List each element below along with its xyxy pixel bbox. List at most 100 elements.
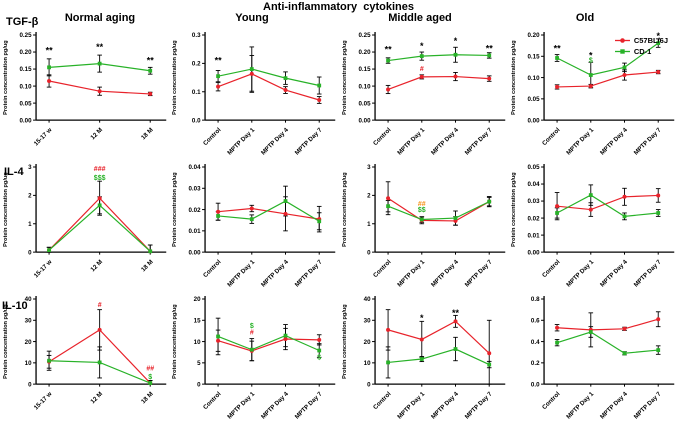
chart-tgf-middle-aged: 0.00 0.05 0.10 0.15 0.20 0.25 Control MPTP Day … bbox=[339, 26, 508, 158]
series-markers-cd-1 bbox=[216, 334, 322, 353]
y-axis-label: Protein concentration pg/ug bbox=[342, 172, 348, 247]
y-tick-label: 0.20 bbox=[527, 32, 540, 39]
chart-svg: 0 10 20 30 40 15-17 w 12 M 18 M Protein concentr… bbox=[3, 296, 167, 412]
significance-annotation: # bbox=[98, 302, 102, 309]
y-tick-label: 0.1 bbox=[192, 89, 201, 96]
series-line-c57bl-6j bbox=[387, 75, 489, 91]
y-tick-label: 2 bbox=[28, 193, 32, 200]
y-tick-label: 0.15 bbox=[527, 53, 540, 60]
series-markers-c57bl-6j bbox=[554, 193, 660, 212]
y-tick-label: 0.03 bbox=[189, 186, 202, 193]
x-tick-label: MPTP Day 1 bbox=[227, 126, 257, 156]
x-tick-label: MPTP Day 7 bbox=[294, 391, 324, 421]
y-tick-label: 0.6 bbox=[531, 318, 540, 325]
legend-circle-marker-icon bbox=[614, 38, 630, 43]
y-axis-label: Protein concentration pg/ug bbox=[3, 304, 9, 379]
series-markers-cd-1 bbox=[385, 199, 491, 222]
series-line-cd-1 bbox=[387, 201, 489, 221]
chart-svg: 0.00 0.05 0.10 0.15 0.20 0.25 15-17 w 12 M 18 M P… bbox=[3, 32, 167, 147]
y-tick-label: 0.10 bbox=[19, 83, 32, 90]
x-tick-label: MPTP Day 4 bbox=[430, 126, 460, 156]
chart-il-4-old: 0.00 0.01 0.02 0.03 0.04 0.05 Control MPTP Day … bbox=[508, 158, 677, 290]
series-markers-c57bl-6j bbox=[216, 206, 322, 222]
y-tick-label: 0 bbox=[28, 382, 32, 389]
error-bars-cd-1 bbox=[216, 46, 322, 95]
significance-annotation: $$ bbox=[417, 207, 425, 214]
significance-annotation: ## bbox=[146, 366, 154, 373]
y-tick-label: 0.10 bbox=[358, 83, 371, 90]
y-tick-label: 40 bbox=[363, 297, 370, 304]
series-markers-cd-1 bbox=[47, 61, 153, 73]
y-tick-label: 0.01 bbox=[189, 228, 202, 235]
error-bars-c57bl-6j bbox=[216, 196, 322, 233]
y-tick-label: 10 bbox=[363, 360, 370, 367]
chart-svg: 0 1 2 3 15-17 w 12 M 18 M Protein concentration… bbox=[3, 164, 167, 280]
chart-il-10-young: 0 5 10 15 20 Control MPTP Day 1 MPTP Day 4 MPTP … bbox=[169, 290, 338, 422]
significance-annotation: * bbox=[589, 50, 593, 60]
significance-annotation: $ bbox=[589, 57, 593, 64]
x-tick-label: MPTP Day 4 bbox=[599, 126, 629, 156]
y-tick-label: 0.00 bbox=[19, 117, 32, 124]
chart-il-4-middle-aged: 0 1 2 3 Control MPTP Day 1 MPTP Day 4 MPTP Day … bbox=[339, 158, 508, 290]
y-tick-label: 20 bbox=[363, 339, 370, 346]
y-tick-label: 0.00 bbox=[527, 250, 540, 257]
significance-annotation: $ bbox=[318, 355, 322, 362]
significance-annotation: ### bbox=[94, 166, 106, 173]
y-axis-label: Protein concentration pg/ug bbox=[172, 172, 178, 247]
series-markers-c57bl-6j bbox=[385, 74, 491, 92]
series-line-cd-1 bbox=[218, 335, 320, 352]
y-tick-label: 0.03 bbox=[527, 198, 540, 205]
x-tick-label: Control bbox=[202, 259, 223, 280]
x-tick-label: MPTP Day 1 bbox=[396, 258, 426, 288]
series-line-cd-1 bbox=[387, 54, 489, 62]
y-axis-label: Protein concentration pg/ug bbox=[511, 40, 517, 115]
y-tick-label: 0.25 bbox=[358, 32, 371, 39]
series-markers-cd-1 bbox=[216, 67, 322, 88]
y-tick-label: 0.02 bbox=[527, 215, 540, 222]
legend-label: C57BL/6J bbox=[633, 36, 668, 45]
error-bars-c57bl-6j bbox=[46, 180, 153, 253]
legend-square-marker-icon bbox=[614, 49, 630, 54]
x-tick-label: MPTP Day 1 bbox=[227, 258, 257, 288]
x-tick-label: 15-17 w bbox=[33, 391, 54, 412]
significance-annotation: * bbox=[420, 314, 424, 324]
y-tick-label: 0.20 bbox=[19, 49, 32, 56]
x-tick-label: MPTP Day 7 bbox=[632, 126, 662, 156]
chart-il-10-middle-aged: 0 10 20 30 40 Control MPTP Day 1 MPTP Day 4 MPTP… bbox=[339, 290, 508, 422]
chart-il-4-normal-aging: 0 1 2 3 15-17 w 12 M 18 M Protein concentration… bbox=[0, 158, 169, 290]
significance-annotation: * bbox=[656, 31, 660, 41]
column-header-old: Old bbox=[575, 12, 595, 24]
chart-tgf-old: 0.00 0.05 0.10 0.15 0.20 Control MPTP Day 1 MPT… bbox=[508, 26, 677, 158]
series-line-c57bl-6j bbox=[556, 71, 659, 88]
error-bars-cd-1 bbox=[554, 326, 661, 356]
x-tick-label: MPTP Day 4 bbox=[430, 391, 460, 421]
y-tick-label: 0.0 bbox=[531, 382, 540, 389]
y-tick-label: 0.10 bbox=[527, 75, 540, 82]
error-bars-c57bl-6j bbox=[385, 309, 492, 385]
legend-label: CD-1 bbox=[633, 47, 652, 56]
significance-annotation: ** bbox=[96, 42, 104, 52]
y-tick-label: 0.15 bbox=[358, 66, 371, 73]
error-bars-cd-1 bbox=[216, 185, 322, 231]
chart-svg: 0 5 10 15 20 Control MPTP Day 1 MPTP Day 4 MPTP … bbox=[172, 296, 336, 421]
significance-annotation: ** bbox=[147, 56, 155, 66]
x-tick-label: MPTP Day 1 bbox=[565, 258, 595, 288]
x-tick-label: MPTP Day 7 bbox=[463, 126, 493, 156]
series-markers-cd-1 bbox=[385, 347, 491, 367]
significance-annotation: $ bbox=[148, 374, 152, 381]
series-line-c57bl-6j bbox=[556, 195, 658, 211]
y-tick-label: 0.25 bbox=[19, 32, 32, 39]
y-axis-label: Protein concentration pg/ug bbox=[342, 40, 348, 115]
row-label-il-4: IL-4 bbox=[4, 166, 24, 178]
series-line-c57bl-6j bbox=[556, 319, 659, 331]
error-bars-cd-1 bbox=[46, 346, 153, 385]
significance-annotation: ** bbox=[485, 44, 493, 54]
series-line-cd-1 bbox=[556, 331, 659, 355]
y-axis-label: Protein concentration pg/ug bbox=[172, 40, 178, 115]
x-tick-label: 18 M bbox=[140, 127, 155, 142]
